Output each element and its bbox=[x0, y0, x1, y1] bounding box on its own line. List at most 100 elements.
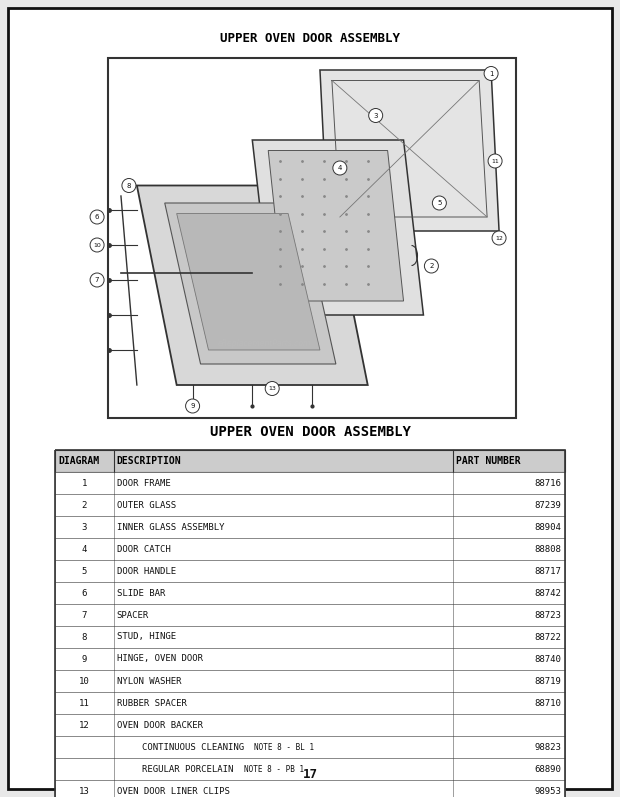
Text: 7: 7 bbox=[95, 277, 99, 283]
Text: 3: 3 bbox=[82, 523, 87, 532]
Polygon shape bbox=[165, 203, 336, 364]
Text: HINGE, OVEN DOOR: HINGE, OVEN DOOR bbox=[117, 654, 203, 663]
Text: 88719: 88719 bbox=[534, 677, 561, 685]
Text: 6: 6 bbox=[95, 214, 99, 220]
Polygon shape bbox=[268, 151, 404, 301]
Text: 88904: 88904 bbox=[534, 523, 561, 532]
Text: 88710: 88710 bbox=[534, 698, 561, 708]
Circle shape bbox=[333, 161, 347, 175]
Bar bbox=[55, 582, 565, 604]
Text: 12: 12 bbox=[495, 235, 503, 241]
Bar bbox=[55, 450, 565, 797]
Text: eReplacementParts.com: eReplacementParts.com bbox=[218, 339, 311, 347]
Polygon shape bbox=[177, 214, 320, 350]
Text: 10: 10 bbox=[79, 677, 90, 685]
Bar bbox=[55, 714, 565, 736]
Text: 17: 17 bbox=[303, 768, 317, 782]
Text: 1: 1 bbox=[82, 478, 87, 488]
Text: SPACER: SPACER bbox=[117, 611, 149, 619]
Text: UPPER OVEN DOOR ASSEMBLY: UPPER OVEN DOOR ASSEMBLY bbox=[210, 425, 410, 439]
Bar bbox=[55, 604, 565, 626]
Text: 9: 9 bbox=[190, 403, 195, 409]
Circle shape bbox=[90, 273, 104, 287]
Text: 88740: 88740 bbox=[534, 654, 561, 663]
Text: 3: 3 bbox=[373, 112, 378, 119]
Text: 5: 5 bbox=[437, 200, 441, 206]
Text: 88723: 88723 bbox=[534, 611, 561, 619]
Bar bbox=[55, 670, 565, 692]
Text: OVEN DOOR LINER CLIPS: OVEN DOOR LINER CLIPS bbox=[117, 787, 229, 795]
Circle shape bbox=[432, 196, 446, 210]
Bar bbox=[55, 516, 565, 538]
Text: 9: 9 bbox=[82, 654, 87, 663]
Circle shape bbox=[185, 399, 200, 413]
Text: 2: 2 bbox=[82, 501, 87, 509]
Bar bbox=[55, 780, 565, 797]
Text: 11: 11 bbox=[491, 159, 499, 163]
Text: 6: 6 bbox=[82, 588, 87, 598]
Text: INNER GLASS ASSEMBLY: INNER GLASS ASSEMBLY bbox=[117, 523, 224, 532]
Circle shape bbox=[90, 238, 104, 252]
Text: 8: 8 bbox=[126, 183, 131, 189]
Text: 88716: 88716 bbox=[534, 478, 561, 488]
Text: 98823: 98823 bbox=[534, 743, 561, 752]
Text: 4: 4 bbox=[82, 544, 87, 553]
Text: RUBBER SPACER: RUBBER SPACER bbox=[117, 698, 187, 708]
Text: 68890: 68890 bbox=[534, 764, 561, 774]
Text: STUD, HINGE: STUD, HINGE bbox=[117, 633, 176, 642]
Text: DESCRIPTION: DESCRIPTION bbox=[117, 456, 181, 466]
Bar bbox=[55, 692, 565, 714]
Circle shape bbox=[484, 66, 498, 80]
Text: 10: 10 bbox=[93, 242, 101, 248]
Text: 88742: 88742 bbox=[534, 588, 561, 598]
Text: 7: 7 bbox=[82, 611, 87, 619]
Text: DOOR CATCH: DOOR CATCH bbox=[117, 544, 170, 553]
Text: 5: 5 bbox=[82, 567, 87, 575]
Text: CONTINUOUS CLEANING: CONTINUOUS CLEANING bbox=[141, 743, 244, 752]
Polygon shape bbox=[320, 70, 499, 231]
Circle shape bbox=[265, 382, 279, 395]
Text: UPPER OVEN DOOR ASSEMBLY: UPPER OVEN DOOR ASSEMBLY bbox=[220, 32, 400, 45]
Text: 88808: 88808 bbox=[534, 544, 561, 553]
Text: 98953: 98953 bbox=[534, 787, 561, 795]
Text: 8: 8 bbox=[82, 633, 87, 642]
Polygon shape bbox=[137, 186, 368, 385]
Polygon shape bbox=[252, 140, 423, 315]
Text: NOTE 8 - BL 1: NOTE 8 - BL 1 bbox=[254, 743, 314, 752]
Bar bbox=[55, 648, 565, 670]
Bar bbox=[55, 736, 565, 758]
Text: NYLON WASHER: NYLON WASHER bbox=[117, 677, 181, 685]
Text: 11: 11 bbox=[79, 698, 90, 708]
Text: 4: 4 bbox=[338, 165, 342, 171]
Text: DOOR FRAME: DOOR FRAME bbox=[117, 478, 170, 488]
Text: PART NUMBER: PART NUMBER bbox=[456, 456, 520, 466]
Bar bbox=[55, 494, 565, 516]
Text: 1: 1 bbox=[489, 70, 494, 77]
Text: 12: 12 bbox=[79, 720, 90, 729]
Text: OUTER GLASS: OUTER GLASS bbox=[117, 501, 176, 509]
Text: DIAGRAM: DIAGRAM bbox=[58, 456, 99, 466]
Text: 87239: 87239 bbox=[534, 501, 561, 509]
Circle shape bbox=[122, 179, 136, 193]
Text: NOTE 8 - PB 1: NOTE 8 - PB 1 bbox=[244, 764, 304, 774]
Text: 13: 13 bbox=[268, 386, 276, 391]
Text: OVEN DOOR BACKER: OVEN DOOR BACKER bbox=[117, 720, 203, 729]
Circle shape bbox=[90, 210, 104, 224]
Bar bbox=[55, 560, 565, 582]
Text: 88722: 88722 bbox=[534, 633, 561, 642]
Bar bbox=[55, 626, 565, 648]
Bar bbox=[55, 538, 565, 560]
Text: 2: 2 bbox=[429, 263, 433, 269]
Circle shape bbox=[492, 231, 506, 245]
Text: 88717: 88717 bbox=[534, 567, 561, 575]
Text: REGULAR PORCELAIN: REGULAR PORCELAIN bbox=[141, 764, 233, 774]
Bar bbox=[55, 758, 565, 780]
Bar bbox=[108, 58, 516, 418]
Text: DOOR HANDLE: DOOR HANDLE bbox=[117, 567, 176, 575]
Circle shape bbox=[369, 108, 383, 123]
Text: 13: 13 bbox=[79, 787, 90, 795]
Bar bbox=[55, 472, 565, 494]
Bar bbox=[55, 450, 565, 472]
Text: SLIDE BAR: SLIDE BAR bbox=[117, 588, 165, 598]
Circle shape bbox=[488, 154, 502, 168]
